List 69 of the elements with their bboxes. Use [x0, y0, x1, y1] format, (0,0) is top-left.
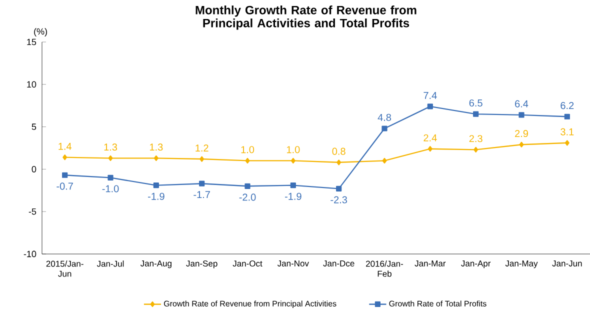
x-tick-label: Jan-May: [505, 260, 538, 268]
legend-label: Growth Rate of Total Profits: [389, 300, 486, 306]
point: [474, 146, 478, 152]
point: [290, 158, 296, 164]
point: [108, 174, 114, 180]
data-label: 1.2: [196, 144, 208, 152]
point: [519, 142, 524, 148]
data-label: -1.7: [194, 191, 210, 198]
point: [62, 154, 68, 160]
y-tick-label: -5: [28, 208, 36, 215]
data-label: 2.4: [424, 134, 437, 142]
y-tick-label: 10: [27, 81, 36, 88]
point: [245, 158, 250, 164]
point: [199, 180, 205, 186]
x-tick-label: Jan-Nov: [277, 260, 309, 266]
x-tick-label: Jan-Mar: [414, 260, 446, 266]
point: [564, 140, 570, 146]
data-label: 1.0: [241, 146, 254, 154]
y-axis-title: (%): [34, 28, 47, 36]
data-label: 7.4: [424, 92, 437, 99]
x-tick-label: Jan-Jul: [96, 260, 124, 267]
data-label: -0.7: [56, 182, 73, 190]
data-label: 3.1: [560, 128, 574, 136]
y-tick-label: 5: [32, 124, 36, 130]
legend-label: Growth Rate of Revenue from Principal Activities: [164, 300, 336, 308]
point: [428, 146, 432, 152]
point: [62, 172, 68, 178]
data-label: 6.5: [469, 99, 482, 107]
y-tick-label: 0: [32, 166, 36, 172]
data-label: -2.3: [330, 196, 348, 204]
data-label: 1.0: [286, 146, 300, 154]
data-label: 1.3: [150, 144, 163, 151]
x-tick-label: Jan-Dce: [323, 260, 354, 266]
chart-title: Monthly Growth Rate of Revenue from Principal Activities and Total Profits: [196, 6, 416, 30]
data-label: 2.9: [515, 130, 528, 138]
point: [244, 183, 250, 189]
data-label: -2.0: [239, 194, 256, 201]
point: [564, 114, 570, 120]
x-tick-label: Jan-Sep: [186, 260, 218, 268]
point: [153, 182, 159, 188]
point: [154, 155, 158, 161]
data-label: -1.9: [284, 192, 302, 200]
point: [336, 160, 342, 166]
data-label: 6.4: [515, 100, 528, 108]
data-label: 6.2: [560, 102, 574, 110]
data-label: -1.0: [102, 185, 119, 192]
x-tick-label: Jan-Jun: [552, 260, 582, 266]
data-label: 4.8: [378, 114, 392, 121]
data-label: 1.4: [58, 142, 72, 150]
point: [290, 182, 296, 188]
data-label: -1.9: [148, 192, 164, 200]
y-tick-label: 15: [27, 38, 36, 46]
y-tick-label: -10: [24, 250, 36, 258]
point: [336, 186, 342, 192]
point: [518, 112, 524, 118]
point: [382, 126, 388, 132]
x-tick-label: Jan-Oct: [232, 260, 262, 267]
point: [382, 158, 387, 164]
x-tick-label: Jan-Apr: [461, 260, 491, 268]
data-label: 0.8: [332, 148, 346, 155]
point: [108, 155, 113, 161]
x-tick-label: Jan-Aug: [140, 260, 172, 268]
x-tick-label: 2016/Jan-Feb: [366, 260, 404, 277]
point: [473, 111, 479, 117]
x-tick-label: 2015/Jan-Jun: [46, 260, 84, 277]
point: [200, 156, 204, 162]
data-label: 2.3: [469, 135, 482, 142]
data-label: 1.3: [104, 144, 118, 151]
point: [427, 104, 433, 110]
